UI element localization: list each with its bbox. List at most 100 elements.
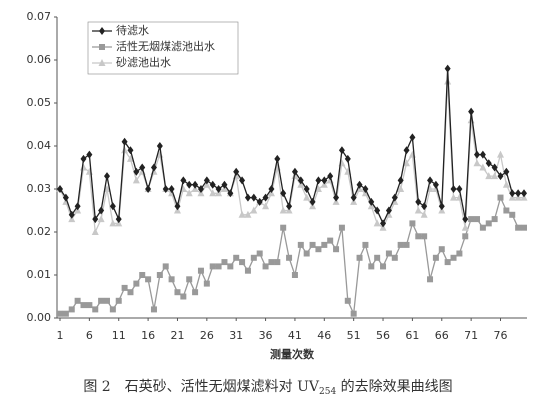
point (362, 241, 369, 248)
point (479, 224, 486, 231)
point (456, 250, 463, 257)
y-tick-label: 0.07 (27, 10, 52, 23)
point (380, 219, 387, 228)
point (485, 172, 493, 180)
point (233, 167, 240, 176)
legend-label: 活性无烟煤滤池出水 (116, 39, 215, 53)
point (91, 228, 99, 235)
point (244, 193, 251, 202)
point (321, 176, 328, 185)
point (321, 241, 328, 248)
point (262, 263, 269, 270)
point (250, 254, 257, 261)
x-tick-label: 36 (259, 329, 273, 342)
point (286, 202, 293, 211)
point (215, 263, 222, 270)
point (239, 176, 246, 185)
point (327, 172, 334, 181)
y-tick-label: 0.04 (27, 139, 52, 152)
point (485, 220, 492, 227)
point (368, 197, 375, 206)
point (156, 272, 163, 278)
point (103, 297, 110, 304)
point (244, 267, 251, 274)
point (180, 293, 187, 300)
point (309, 241, 316, 248)
point (92, 215, 99, 224)
y-tick-label: 0.02 (27, 225, 52, 238)
point (97, 215, 105, 223)
point (491, 172, 499, 180)
x-tick-label: 51 (347, 329, 361, 342)
x-tick-label: 21 (170, 329, 184, 342)
point (109, 202, 116, 211)
point (432, 180, 439, 189)
point (139, 272, 146, 278)
caption-tail: 的去除效果曲线图 (336, 379, 452, 395)
point (133, 167, 140, 176)
point (185, 189, 193, 197)
point (274, 154, 281, 163)
point (145, 276, 152, 283)
point (461, 223, 469, 231)
point (315, 246, 322, 253)
caption: 图 2 石英砂、活性无烟煤滤料对 UV254 的去除效果曲线图 (83, 378, 452, 397)
point (521, 189, 527, 198)
point (197, 185, 204, 193)
point (497, 150, 505, 158)
x-tick-label: 11 (112, 329, 126, 342)
point (356, 254, 363, 261)
point (74, 297, 81, 304)
point (279, 206, 287, 214)
point (86, 302, 93, 309)
y-tick-label: 0.01 (27, 268, 52, 281)
point (450, 193, 458, 201)
point (468, 216, 475, 223)
point (515, 189, 522, 198)
point (414, 206, 422, 214)
point (314, 185, 322, 192)
point (221, 180, 228, 189)
point (397, 176, 404, 185)
point (197, 267, 204, 274)
point (350, 193, 357, 202)
point (80, 302, 87, 309)
point (444, 64, 451, 73)
point (462, 215, 469, 224)
point (509, 211, 516, 218)
caption-sub: 254 (319, 387, 336, 397)
point (479, 150, 486, 159)
point (162, 185, 169, 193)
point (303, 250, 310, 257)
point (62, 193, 69, 202)
point (57, 185, 63, 193)
point (350, 310, 357, 317)
point (268, 259, 275, 266)
point (485, 159, 492, 168)
point (256, 197, 263, 206)
y-tick-label: 0.05 (27, 96, 52, 109)
point (109, 306, 116, 313)
point (373, 219, 381, 227)
point (68, 210, 75, 219)
point (203, 176, 210, 185)
legend-label: 待滤水 (116, 23, 149, 37)
point (462, 233, 469, 240)
point (239, 259, 246, 266)
point (473, 159, 481, 167)
point (121, 284, 128, 291)
point (92, 306, 99, 313)
legend-marker (98, 59, 106, 66)
x-tick-label: 46 (317, 329, 331, 342)
point (186, 276, 193, 283)
legend-marker (99, 44, 105, 50)
point (168, 276, 175, 283)
point (250, 206, 258, 214)
point (156, 142, 163, 150)
point (132, 176, 140, 184)
point (497, 194, 504, 201)
point (286, 254, 293, 261)
point (497, 172, 504, 181)
